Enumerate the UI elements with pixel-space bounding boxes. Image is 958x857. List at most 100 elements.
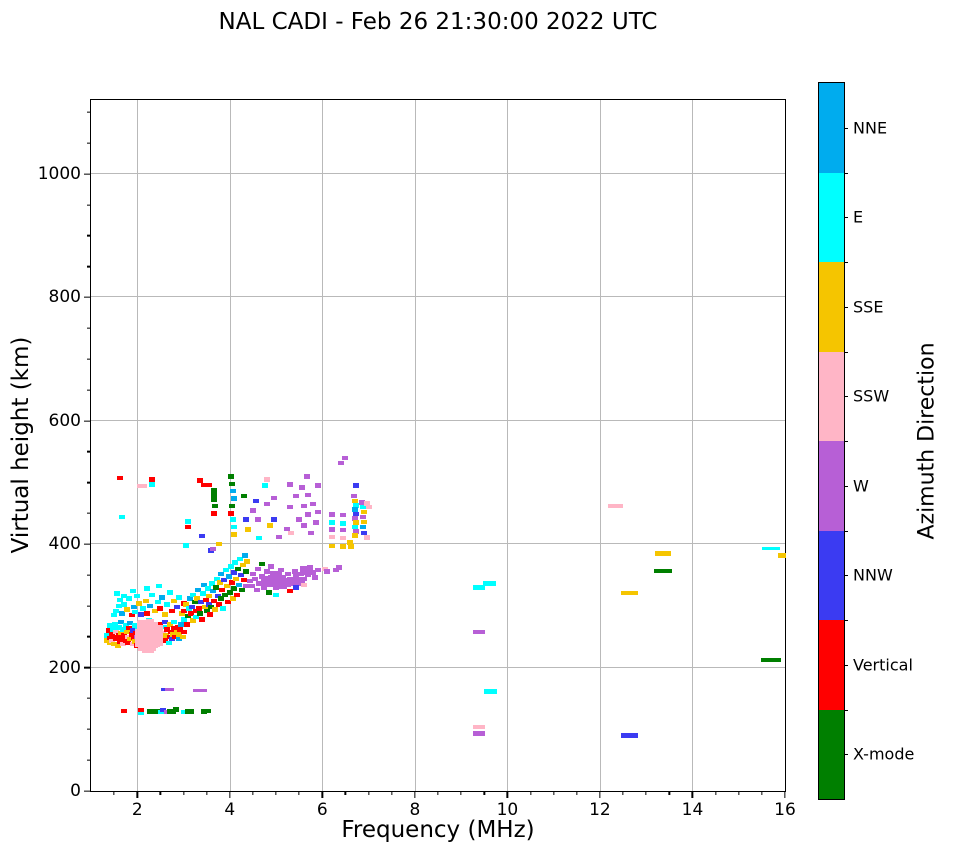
data-point: [108, 631, 115, 636]
data-point: [154, 599, 161, 605]
data-point: [483, 581, 497, 586]
data-point: [129, 628, 136, 633]
data-point: [351, 516, 358, 521]
data-point: [124, 607, 131, 612]
data-point: [221, 577, 228, 583]
colorbar-tick: [844, 754, 848, 756]
y-major-tick: [84, 790, 91, 792]
data-point: [227, 511, 234, 516]
data-point: [204, 708, 211, 714]
data-point: [350, 493, 357, 499]
colorbar-tick-label: SSW: [853, 386, 890, 406]
data-point: [223, 567, 230, 573]
data-point: [225, 574, 232, 579]
data-point: [360, 524, 367, 530]
colorbar-segment: [819, 620, 844, 710]
data-point: [164, 688, 174, 692]
data-point: [654, 551, 671, 556]
data-point: [762, 546, 781, 551]
x-major-tick: [691, 791, 694, 798]
data-point: [307, 565, 314, 570]
data-point: [113, 629, 120, 635]
colorbar-segment: [819, 709, 844, 799]
data-point: [115, 633, 122, 638]
colorbar-tick: [844, 127, 848, 129]
data-point: [363, 501, 370, 506]
data-point: [209, 581, 216, 586]
data-point: [299, 565, 312, 575]
data-point: [224, 599, 231, 605]
data-point: [215, 602, 222, 607]
data-point: [146, 709, 156, 714]
data-point: [261, 585, 268, 590]
data-point: [293, 576, 306, 586]
data-point: [305, 572, 312, 578]
data-point: [110, 627, 117, 632]
data-point: [312, 520, 319, 525]
data-point: [113, 636, 120, 642]
data-point: [134, 593, 141, 599]
data-point: [127, 620, 134, 626]
data-point: [265, 590, 272, 595]
data-point: [125, 625, 132, 631]
data-point: [120, 627, 127, 632]
data-point: [224, 583, 231, 589]
data-point: [168, 636, 175, 642]
x-minor-tick: [714, 791, 717, 795]
x-minor-tick: [182, 791, 185, 795]
data-point: [129, 588, 136, 594]
data-point: [112, 622, 119, 627]
gridline-y: [91, 296, 785, 298]
x-major-tick: [414, 791, 416, 798]
data-point: [243, 583, 250, 589]
y-tick-label: 400: [48, 534, 81, 555]
data-point: [328, 534, 335, 540]
data-point: [201, 604, 208, 610]
data-point: [234, 592, 241, 598]
data-point: [231, 524, 238, 530]
y-minor-tick: [87, 265, 91, 268]
data-point: [213, 576, 220, 582]
data-point: [271, 517, 278, 522]
data-point: [305, 492, 312, 498]
colorbar-tick-label: X-mode: [853, 744, 915, 764]
data-point: [653, 568, 672, 573]
y-minor-tick: [87, 358, 91, 360]
y-minor-tick: [87, 204, 91, 206]
x-minor-tick: [367, 791, 370, 795]
data-point: [187, 611, 194, 616]
data-point: [108, 638, 115, 644]
data-point: [119, 611, 126, 616]
data-point: [360, 514, 367, 520]
data-point: [314, 483, 321, 488]
data-point: [178, 622, 185, 627]
data-point: [120, 641, 127, 647]
data-point: [231, 586, 238, 591]
data-point: [268, 577, 281, 587]
x-minor-tick: [645, 791, 647, 795]
data-point: [289, 581, 296, 586]
x-tick-label: 6: [316, 800, 328, 820]
data-point: [160, 707, 167, 713]
data-point: [214, 593, 221, 599]
data-point: [116, 597, 123, 602]
data-point: [170, 632, 177, 637]
data-point: [136, 483, 148, 489]
data-point: [146, 618, 155, 628]
data-point: [121, 633, 128, 638]
colorbar-tick: [844, 306, 848, 308]
x-minor-tick: [391, 791, 393, 795]
x-minor-tick: [622, 791, 624, 795]
data-point: [125, 596, 132, 601]
chart-title: NAL CADI - Feb 26 21:30:00 2022 UTC: [218, 9, 658, 35]
y-minor-tick: [87, 481, 91, 484]
data-point: [196, 478, 203, 483]
data-point: [277, 567, 284, 573]
data-point: [280, 575, 287, 580]
colorbar-segment: [819, 351, 844, 441]
data-point: [328, 527, 335, 532]
x-minor-tick: [761, 791, 763, 795]
data-point: [116, 639, 123, 644]
colorbar-tick: [844, 664, 848, 666]
gridline-x: [414, 100, 416, 791]
